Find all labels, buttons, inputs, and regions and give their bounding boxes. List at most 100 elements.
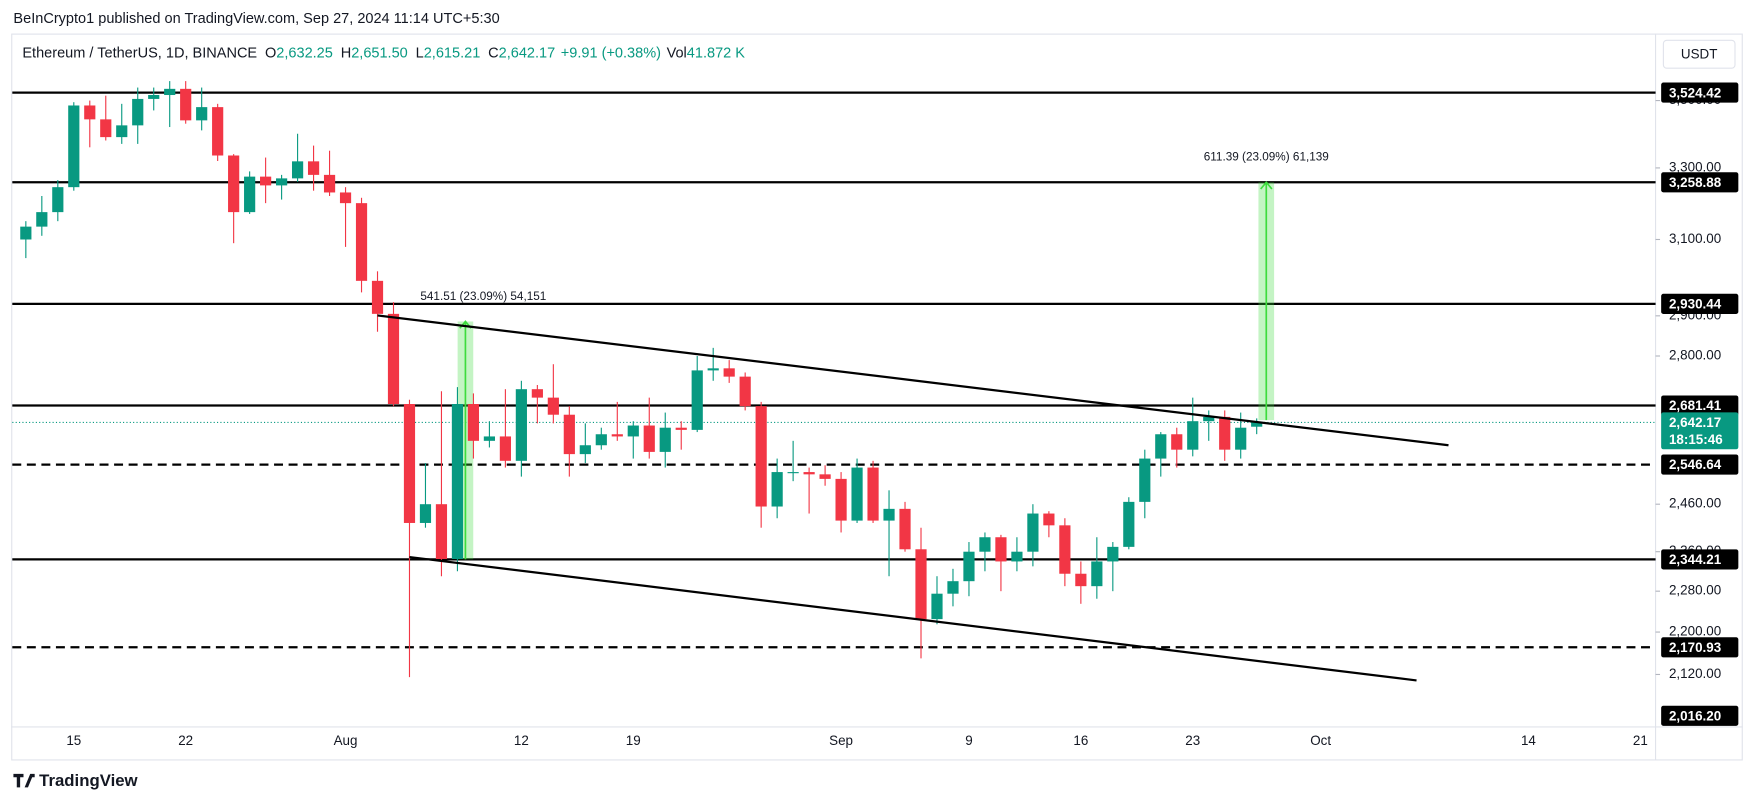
measure-text: 611.39 (23.09%) 61,139	[1204, 151, 1329, 164]
candle-body	[1139, 458, 1151, 502]
candle-body	[291, 161, 304, 179]
candle-body	[963, 551, 975, 582]
candle-body	[787, 472, 799, 474]
candle-body	[68, 105, 80, 188]
candle-body	[483, 436, 496, 441]
level-label-box	[1661, 395, 1739, 416]
y-tick-label: 2,460.00	[1669, 496, 1721, 511]
candle-body	[915, 549, 927, 620]
trend-line	[377, 314, 1449, 447]
candle-body	[196, 107, 208, 121]
candle-body	[499, 436, 511, 461]
level-label: 2,681.41	[1669, 398, 1722, 413]
level-label-box	[1661, 637, 1739, 658]
candle-body	[20, 226, 32, 240]
candle-body	[1251, 422, 1263, 427]
candle-body	[52, 187, 64, 213]
currency-button[interactable]: USDT	[1662, 39, 1736, 69]
level-label-box	[1661, 172, 1739, 193]
candle-body	[835, 478, 847, 521]
candle-body	[547, 397, 559, 415]
candle-body	[627, 425, 639, 437]
candle-body	[387, 313, 400, 405]
candle-body	[371, 280, 384, 314]
candle-body	[563, 414, 575, 455]
x-tick-label: 12	[514, 733, 529, 748]
legend-key: C	[488, 46, 499, 62]
x-tick-label: 9	[965, 733, 972, 748]
logo-icon	[13, 773, 35, 788]
candle-body	[883, 508, 895, 521]
currency-button-frame[interactable]	[1662, 39, 1736, 69]
level-label-box	[1661, 549, 1739, 570]
candle-body	[435, 504, 448, 560]
candle-body	[1155, 434, 1167, 459]
level-label: 3,524.42	[1669, 85, 1721, 100]
level-label: 2,344.21	[1669, 552, 1722, 567]
candle-body	[595, 434, 607, 446]
candle-body	[100, 119, 112, 138]
candle-body	[995, 537, 1007, 562]
currency-label[interactable]: USDT	[1681, 46, 1718, 61]
candle-body	[947, 581, 959, 594]
candle-body	[899, 508, 911, 550]
candle-body	[1187, 421, 1199, 450]
candle-body	[244, 176, 256, 213]
legend: Ethereum / TetherUS, 1D, BINANCE O2,632.2…	[22, 46, 745, 62]
price-labels: 3,524.42 3,258.88 2,930.44 2,681.41 2,546.64…	[1661, 82, 1739, 726]
y-tick-label: 3,300.00	[1669, 159, 1721, 174]
y-tick-label: 2,120.00	[1669, 666, 1721, 681]
level-label-box	[1661, 705, 1739, 726]
level-label: 3,258.88	[1669, 175, 1722, 190]
candle-body	[1011, 551, 1023, 562]
candle-body	[212, 107, 224, 156]
candle-body	[84, 105, 96, 120]
candle-body	[1043, 513, 1055, 526]
candle-body	[675, 427, 687, 430]
candle-body	[723, 368, 735, 377]
x-tick-label: 21	[1633, 733, 1648, 748]
candle-body	[707, 368, 719, 371]
footer-logo: TradingView	[13, 771, 139, 790]
measure-text: 541.51 (23.09%) 54,151	[420, 290, 546, 303]
legend-key: L	[416, 46, 424, 62]
legend-volume: 41.872 K	[687, 46, 745, 62]
candle-body	[116, 125, 128, 138]
level-label: 2,016.20	[1669, 708, 1721, 723]
price-axis: 3,500.003,300.003,100.002,900.002,800.00…	[66, 92, 1721, 748]
candle-body	[755, 406, 767, 507]
candle-body	[36, 212, 48, 227]
x-tick-label: Oct	[1310, 733, 1331, 748]
legend-value: 2,615.21	[424, 46, 481, 62]
candle-body	[515, 389, 527, 461]
candle-body	[643, 425, 655, 452]
candle-body	[228, 155, 240, 213]
candle-body	[979, 537, 991, 552]
candle-body	[260, 176, 272, 186]
candle-body	[467, 404, 480, 441]
candle-body	[931, 593, 943, 620]
candle-body	[132, 98, 144, 126]
candle-body	[611, 434, 623, 437]
x-tick-label: 23	[1185, 733, 1200, 748]
candle-body	[323, 174, 336, 193]
candle-body	[355, 203, 368, 281]
candle-body	[659, 427, 671, 452]
candle-body	[1059, 525, 1071, 574]
x-tick-label: 16	[1073, 733, 1088, 748]
candle-body	[1107, 546, 1119, 562]
candle-body	[579, 445, 591, 455]
level-label: 2,930.44	[1669, 297, 1722, 312]
level-label-box	[1661, 454, 1739, 475]
level-label-box	[1661, 293, 1739, 314]
measure-arrowhead	[1260, 180, 1273, 190]
x-tick-label: 15	[66, 733, 81, 748]
candle-body	[1235, 427, 1247, 450]
x-tick-label: 19	[626, 733, 641, 748]
candle-body	[1091, 561, 1103, 587]
candle-body	[803, 472, 815, 475]
candle-body	[1075, 573, 1087, 587]
legend-key: O	[265, 46, 276, 62]
